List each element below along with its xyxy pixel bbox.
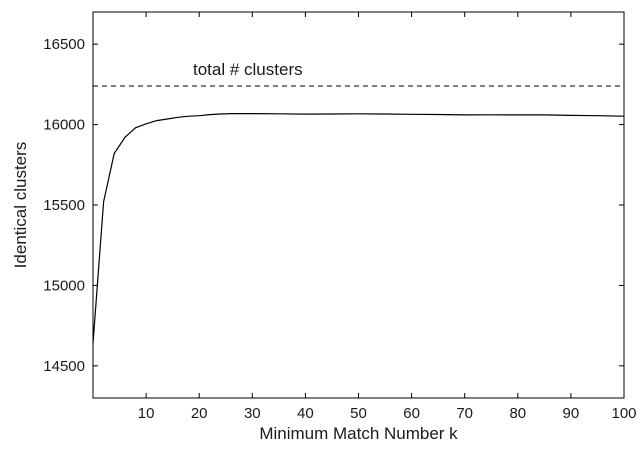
plot-layer: 10 20 30 40 50 60 70 80 90 100 14500 15000 15500 1600…	[43, 11, 637, 422]
y-tick-label: 15500	[43, 197, 85, 214]
x-tick-label: 30	[244, 405, 261, 422]
y-tick-label: 14500	[43, 358, 85, 375]
x-tick-label: 10	[138, 405, 155, 422]
y-tick-label: 16000	[43, 117, 85, 134]
x-axis-label: Minimum Match Number k	[259, 424, 458, 443]
x-tick-label: 60	[403, 405, 420, 422]
y-tick-label: 16500	[43, 36, 85, 53]
x-tick-label: 100	[611, 405, 636, 422]
x-tick-label: 40	[297, 405, 314, 422]
x-tick-label: 20	[191, 405, 208, 422]
plot-frame	[92, 11, 625, 399]
series-line	[92, 113, 625, 344]
y-tick-label: 15000	[43, 277, 85, 294]
x-tick-label: 80	[509, 405, 526, 422]
reference-line-label: total # clusters	[193, 60, 303, 79]
x-tick-label: 90	[563, 405, 580, 422]
x-tick-label: 50	[350, 405, 367, 422]
x-tick-label: 70	[456, 405, 473, 422]
y-axis-label: Identical clusters	[11, 142, 30, 269]
